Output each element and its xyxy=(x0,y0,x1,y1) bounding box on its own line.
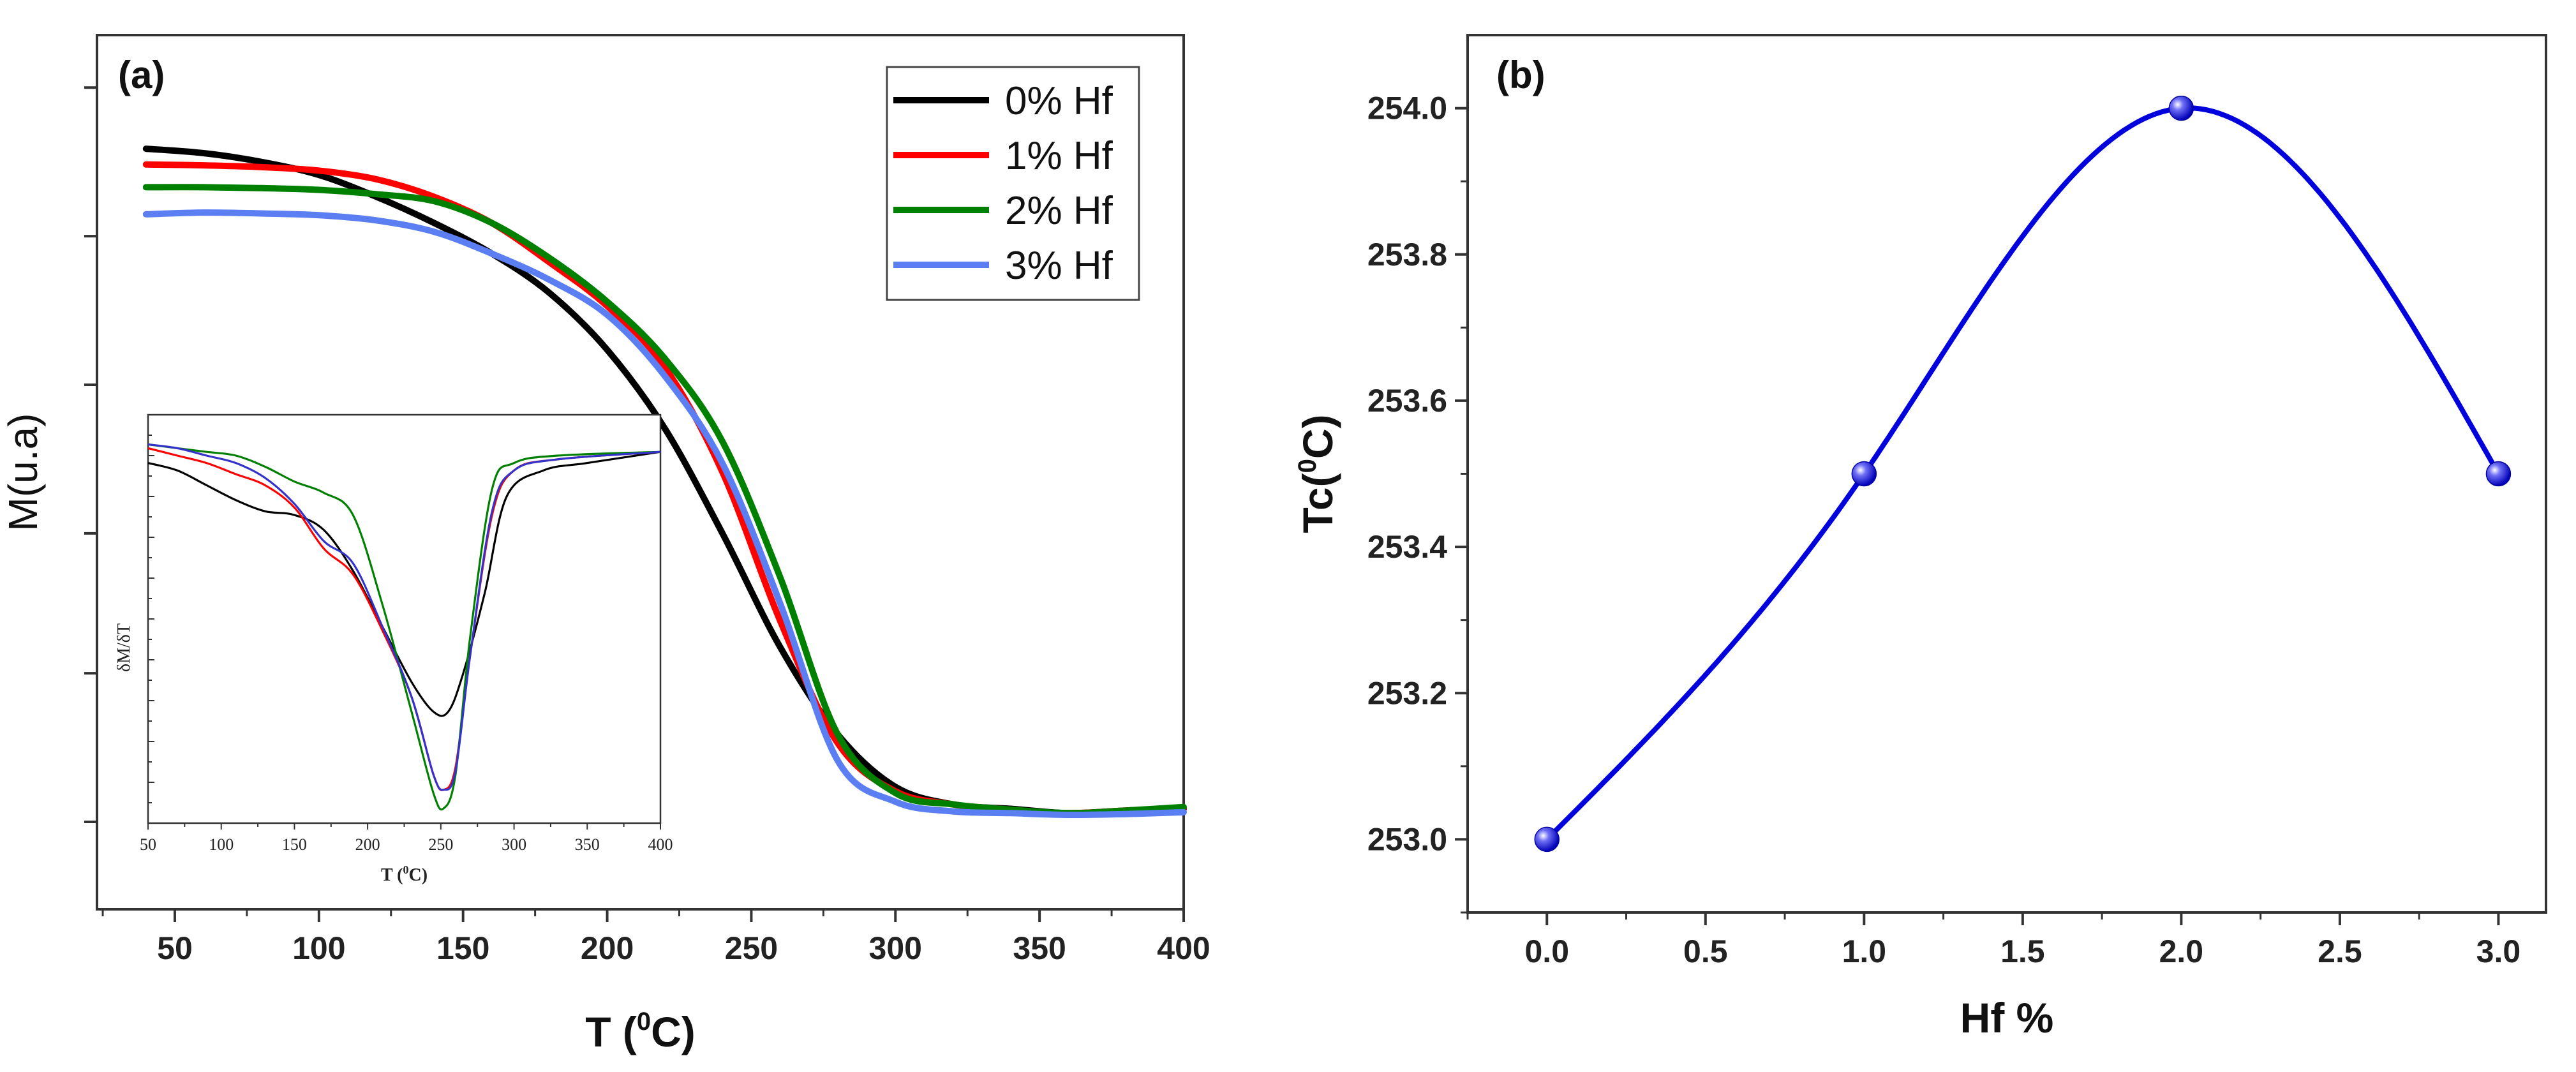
y-tick-label: 253.6 xyxy=(1367,383,1447,419)
inset-x-tick-label: 300 xyxy=(502,835,526,854)
inset-x-tick-label: 50 xyxy=(140,835,156,854)
y-tick-label: 253.8 xyxy=(1367,237,1447,272)
x-tick-label: 350 xyxy=(1013,930,1066,966)
x-tick-label: 150 xyxy=(436,930,489,966)
legend-label: 0% Hf xyxy=(1005,79,1113,123)
inset-frame xyxy=(147,413,662,824)
series-line-2hf xyxy=(142,184,1187,817)
x-tick-label: 300 xyxy=(869,930,922,966)
x-tick-label: 1.0 xyxy=(1842,934,1887,969)
panel-a: 50 100 150 200 250 300 350 400 (a) T (0C) M(u.a… xyxy=(0,34,1210,1055)
data-point xyxy=(1851,461,1877,487)
legend: 0% Hf 1% Hf 2% Hf 3% Hf xyxy=(886,66,1140,301)
y-tick-label: 253.4 xyxy=(1367,529,1447,565)
x-tick-label: 2.0 xyxy=(2159,934,2204,969)
x-tick-label: 400 xyxy=(1157,930,1210,966)
inset-series-line-0hf xyxy=(147,450,661,717)
inset-x-tick-label: 200 xyxy=(355,835,380,854)
series-line-3hf xyxy=(142,209,1187,819)
panel-b-label: (b) xyxy=(1496,54,1545,96)
y-tick-label: 253.0 xyxy=(1367,821,1447,857)
panel-a-label: (a) xyxy=(118,54,165,96)
inset-x-tick-label: 250 xyxy=(428,835,453,854)
x-tick-label: 0.0 xyxy=(1525,934,1570,969)
legend-label: 1% Hf xyxy=(1005,134,1113,178)
data-point xyxy=(2485,461,2512,487)
inset-ticks xyxy=(147,414,661,830)
panel-b-x-axis-title: Hf % xyxy=(1960,994,2054,1041)
panel-b-series xyxy=(1545,105,2501,842)
x-tick-label: 250 xyxy=(725,930,778,966)
inset-derivative-plot: 50 100 150 200 250 300 350 400 T (0C) δM/δT xyxy=(114,413,673,885)
panel-b: 0.0 0.5 1.0 1.5 2.0 2.5 3.0 253.0 253.2 253.4 253.… xyxy=(1293,34,2547,1041)
panel-a-y-axis-title: M(u.a) xyxy=(0,413,46,532)
inset-x-tick-label: 350 xyxy=(575,835,600,854)
panel-a-x-axis-title: T (0C) xyxy=(585,1008,696,1055)
y-tick-label: 254.0 xyxy=(1367,91,1447,126)
panel-a-ticks xyxy=(84,86,1185,922)
inset-series xyxy=(147,443,661,811)
inset-x-tick-label: 100 xyxy=(209,835,234,854)
panel-a-tick-labels: 50 100 150 200 250 300 350 400 xyxy=(157,930,1210,966)
panel-a-series xyxy=(142,145,1187,819)
panel-b-tick-labels: 0.0 0.5 1.0 1.5 2.0 2.5 3.0 253.0 253.2 253.4 253.… xyxy=(1367,91,2520,969)
x-tick-label: 1.5 xyxy=(2000,934,2045,969)
data-point xyxy=(1534,826,1560,852)
tc-curve xyxy=(1545,105,2501,842)
legend-items: 0% Hf 1% Hf 2% Hf 3% Hf xyxy=(893,79,1113,288)
data-point xyxy=(2168,95,2194,121)
inset-x-axis-title: T (0C) xyxy=(381,863,428,885)
legend-label: 2% Hf xyxy=(1005,189,1113,233)
x-tick-label: 0.5 xyxy=(1683,934,1728,969)
inset-tick-labels: 50 100 150 200 250 300 350 400 xyxy=(140,835,673,854)
inset-x-tick-label: 400 xyxy=(648,835,673,854)
legend-label: 3% Hf xyxy=(1005,244,1113,288)
inset-series-line-2hf xyxy=(147,443,661,811)
inset-series-line-3hf xyxy=(147,443,661,791)
inset-x-tick-label: 150 xyxy=(282,835,307,854)
panel-b-points xyxy=(1534,95,2512,852)
legend-box xyxy=(886,66,1140,301)
panel-b-frame xyxy=(1466,34,2547,914)
x-tick-label: 200 xyxy=(581,930,634,966)
x-tick-label: 3.0 xyxy=(2476,934,2521,969)
y-tick-label: 253.2 xyxy=(1367,675,1447,711)
x-tick-label: 50 xyxy=(157,930,193,966)
inset-y-axis-title: δM/δT xyxy=(114,623,134,672)
x-tick-label: 2.5 xyxy=(2318,934,2362,969)
panel-a-frame xyxy=(96,34,1185,911)
panel-b-y-axis-title: Tc(0C) xyxy=(1293,414,1341,533)
panel-b-ticks xyxy=(1455,107,2500,925)
x-tick-label: 100 xyxy=(292,930,345,966)
